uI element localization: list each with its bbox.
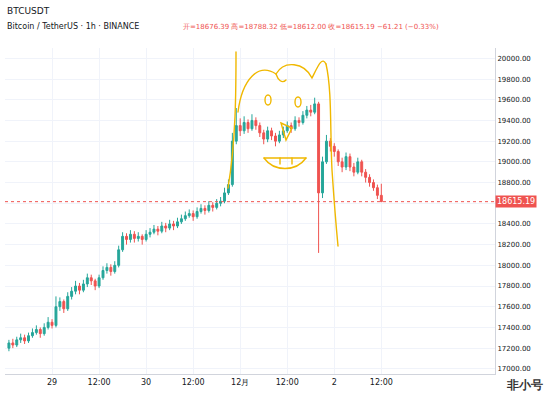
svg-text:18200.00: 18200.00 [497, 241, 530, 249]
svg-text:19400.00: 19400.00 [497, 117, 530, 125]
svg-text:29: 29 [47, 378, 57, 387]
svg-text:18600.00: 18600.00 [497, 200, 530, 208]
svg-text:2: 2 [332, 378, 337, 387]
svg-text:12月: 12月 [231, 378, 249, 387]
svg-text:开=18676.39 高=18788.32 低=18612.: 开=18676.39 高=18788.32 低=18612.00 收=18615… [183, 23, 439, 31]
svg-text:18800.00: 18800.00 [497, 179, 530, 187]
svg-text:18400.00: 18400.00 [497, 220, 530, 228]
svg-text:19600.00: 19600.00 [497, 96, 530, 104]
svg-text:19200.00: 19200.00 [497, 138, 530, 146]
svg-text:18615.19: 18615.19 [497, 197, 535, 206]
svg-text:19800.00: 19800.00 [497, 76, 530, 84]
svg-text:17000.00: 17000.00 [497, 365, 530, 373]
svg-text:12:00: 12:00 [276, 378, 299, 387]
svg-text:18000.00: 18000.00 [497, 262, 530, 270]
svg-text:Bitcoin / TetherUS · 1h · BINA: Bitcoin / TetherUS · 1h · BINANCE [7, 22, 139, 31]
svg-text:19000.00: 19000.00 [497, 158, 530, 166]
svg-text:12:00: 12:00 [370, 378, 393, 387]
svg-text:17600.00: 17600.00 [497, 303, 530, 311]
svg-text:17400.00: 17400.00 [497, 324, 530, 332]
svg-text:17800.00: 17800.00 [497, 282, 530, 290]
svg-text:BTCUSDT: BTCUSDT [7, 6, 50, 16]
svg-text:20000.00: 20000.00 [497, 55, 530, 63]
svg-text:12:00: 12:00 [182, 378, 205, 387]
svg-text:17200.00: 17200.00 [497, 345, 530, 353]
svg-text:30: 30 [141, 378, 151, 387]
svg-text:12:00: 12:00 [88, 378, 111, 387]
svg-text:非小号: 非小号 [506, 378, 543, 392]
